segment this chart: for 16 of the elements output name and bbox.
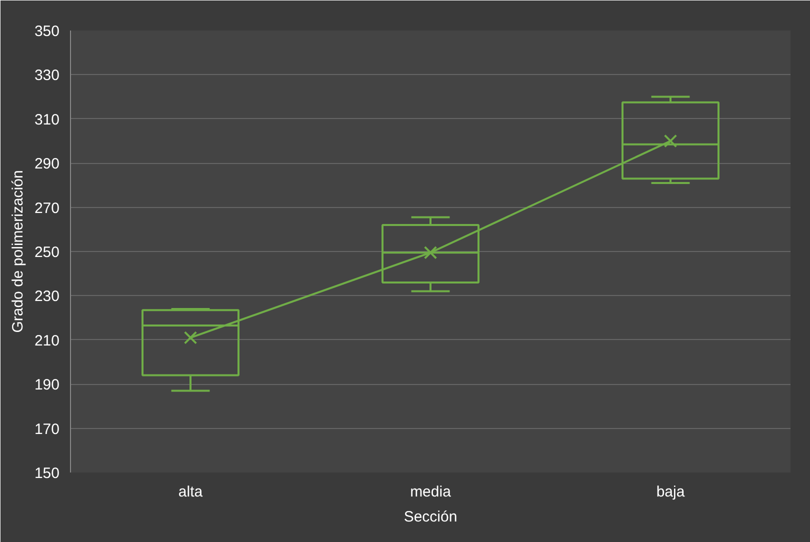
- y-axis-title: Grado de polimerización: [9, 170, 26, 333]
- y-tick-label: 310: [34, 111, 60, 128]
- y-tick-label: 270: [34, 200, 60, 217]
- x-tick-label: baja: [656, 484, 686, 500]
- y-tick-label: 230: [34, 288, 60, 306]
- y-tick-label: 190: [34, 376, 60, 394]
- x-tick-label: media: [410, 484, 452, 500]
- y-tick-label: 250: [34, 244, 60, 261]
- y-tick-label: 350: [34, 23, 60, 40]
- y-tick-label: 210: [34, 332, 60, 350]
- y-tick-label: 290: [34, 156, 60, 173]
- y-tick-label: 330: [34, 67, 60, 84]
- x-tick-label: alta: [178, 484, 204, 500]
- y-tick-label: 170: [34, 420, 60, 438]
- x-axis-title: Sección: [404, 508, 458, 526]
- y-tick-label: 150: [34, 465, 60, 482]
